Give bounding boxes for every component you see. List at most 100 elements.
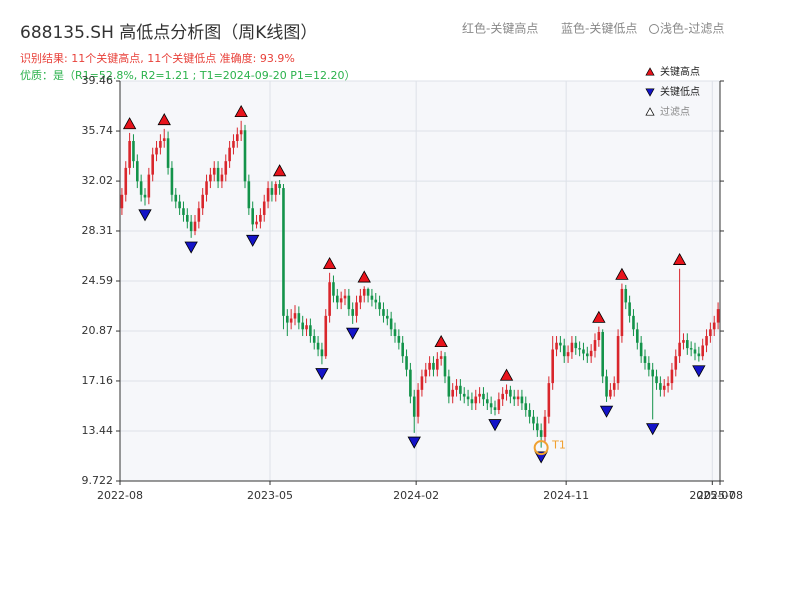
candle-body — [255, 221, 258, 225]
candle-body — [516, 396, 520, 400]
candle-body — [424, 369, 428, 377]
marker — [346, 327, 360, 340]
candle-body — [462, 393, 466, 397]
candle-body — [439, 356, 443, 359]
candle-body — [497, 399, 501, 411]
candle-body — [705, 336, 708, 346]
candle-body — [401, 342, 404, 357]
candle-body — [689, 348, 693, 350]
candle-body — [562, 345, 566, 357]
y-tick-label: 24.59 — [82, 274, 114, 287]
candle-body — [605, 376, 608, 397]
candle-body — [624, 288, 628, 303]
candle-body — [239, 130, 243, 135]
candle-body — [520, 396, 524, 404]
chart-title: 688135.SH 高低点分析图（周K线图） — [20, 23, 317, 43]
y-tick-label: 13.44 — [82, 424, 114, 437]
candle-body — [143, 194, 147, 198]
marker — [615, 267, 629, 280]
candle-body — [582, 349, 585, 354]
candle-body — [359, 295, 362, 303]
candle-body — [266, 188, 270, 202]
marker — [592, 310, 606, 323]
candle-body — [151, 154, 154, 175]
legend-label: 关键低点 — [660, 85, 700, 98]
candle-body — [428, 362, 431, 370]
candle-body — [201, 194, 204, 209]
candle-body — [362, 288, 366, 296]
candle-body — [374, 299, 378, 303]
candle-body — [305, 325, 308, 330]
marker — [184, 241, 198, 254]
candle-body — [236, 134, 239, 141]
candle-body — [178, 201, 181, 209]
x-tick-label: 2022-08 — [97, 489, 143, 502]
legend-circle — [649, 24, 659, 34]
candle-body — [270, 188, 274, 195]
candle-body — [643, 356, 647, 363]
candle-body — [416, 389, 420, 417]
candle-body — [443, 356, 447, 377]
marker — [315, 368, 329, 381]
candle-body — [551, 349, 554, 384]
candle-body — [532, 416, 535, 424]
candle-body — [405, 356, 408, 370]
candle-body — [216, 167, 220, 182]
candle-body — [655, 376, 658, 384]
candle-body — [278, 184, 281, 189]
candle-body — [332, 282, 335, 296]
candle-body — [597, 331, 601, 341]
y-tick-label: 20.87 — [82, 324, 114, 337]
candle-body — [366, 288, 370, 296]
candle-body — [474, 396, 478, 404]
candle-body — [543, 416, 547, 437]
candle-body — [328, 282, 331, 316]
candle-body — [678, 342, 681, 357]
candle-body — [282, 188, 285, 316]
candle-body — [247, 181, 251, 209]
candle-body — [343, 295, 347, 299]
candle-body — [347, 295, 351, 310]
candle-body — [170, 167, 174, 195]
candle-body — [259, 214, 262, 222]
candle-body — [189, 221, 193, 232]
candle-body — [159, 140, 162, 148]
plot: 9.722 13.44 17.16 20.87 24.59 28.31 32.02 35.74… — [82, 65, 743, 502]
candle-body — [536, 423, 539, 431]
marker — [488, 419, 502, 432]
marker — [672, 252, 687, 265]
candle-body — [682, 340, 685, 343]
candle-body — [482, 393, 485, 400]
candle-body — [193, 221, 197, 232]
candle-body — [686, 340, 689, 349]
marker — [234, 104, 248, 118]
candle-body — [301, 322, 304, 330]
y-tick-label: 32.02 — [82, 174, 114, 187]
candle-body — [555, 342, 558, 350]
candle-body — [355, 302, 358, 316]
candle-body — [659, 383, 662, 390]
candle-body — [489, 403, 493, 408]
candle-body — [262, 201, 266, 215]
y-tick-label: 17.16 — [82, 374, 114, 387]
quality-text: 优质：是（R1=52.8%, R2=1.21 ; T1=2024-09-20 P… — [20, 69, 356, 82]
candle-body — [274, 184, 278, 195]
candle-body — [701, 345, 704, 357]
candle-body — [559, 342, 562, 346]
candle-body — [386, 315, 389, 319]
candle-body — [693, 349, 697, 354]
candle-body — [616, 336, 620, 384]
candle-body — [205, 181, 208, 195]
candle-body — [197, 208, 201, 222]
candle-body — [528, 410, 531, 417]
annotation-label: T1 — [551, 439, 566, 452]
x-tick-label: 2024-11 — [543, 489, 589, 502]
candle-body — [578, 348, 581, 350]
candle-body — [593, 340, 597, 351]
candle-body — [524, 403, 528, 411]
y-tick-label: 28.31 — [82, 224, 114, 237]
header-legend: 蓝色-关键低点 — [561, 22, 637, 36]
candle-body — [224, 161, 228, 175]
candle-body — [174, 194, 178, 202]
candle-body — [409, 369, 412, 397]
